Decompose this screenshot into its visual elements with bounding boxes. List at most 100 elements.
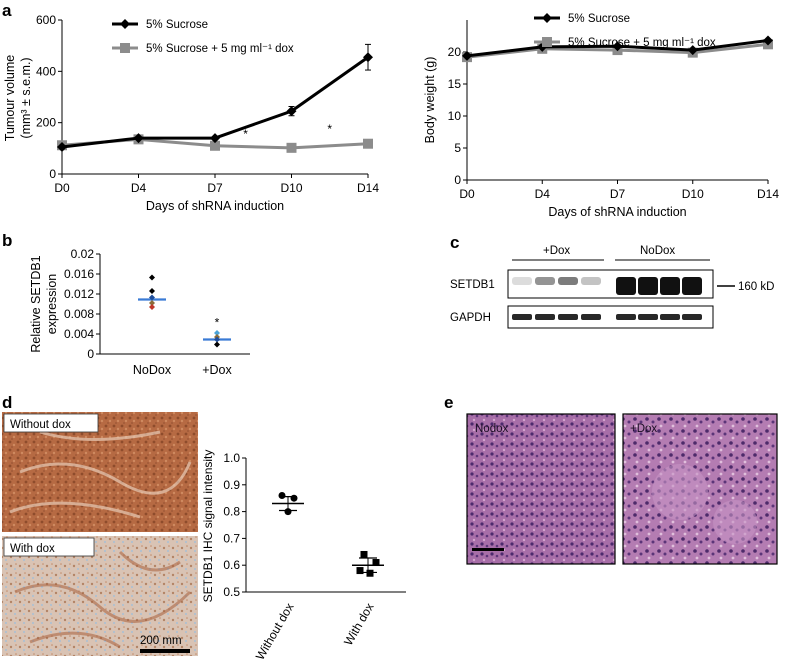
data-point bbox=[278, 492, 286, 500]
y-tick-label: 1.0 bbox=[223, 451, 240, 465]
gapdh-band bbox=[535, 314, 555, 320]
data-point bbox=[763, 35, 773, 46]
x-tick-label: D0 bbox=[54, 181, 70, 195]
setdb1-band bbox=[535, 277, 555, 285]
y-tick-label: 0.9 bbox=[223, 478, 240, 492]
y-tick-label: 600 bbox=[36, 13, 56, 27]
x-tick-label: D7 bbox=[207, 181, 223, 195]
data-point bbox=[210, 140, 220, 151]
significance-star: * bbox=[243, 127, 248, 141]
y-axis-title: SETDB1 IHC signal intensity bbox=[201, 450, 215, 603]
x-tick-label: D10 bbox=[682, 187, 704, 201]
data-point bbox=[366, 569, 374, 577]
data-point bbox=[149, 304, 155, 310]
setdb1-band bbox=[512, 277, 532, 285]
data-point bbox=[286, 106, 297, 117]
x-tick-label: D14 bbox=[757, 187, 779, 201]
panel-d-right-chart: 0.5 0.6 0.7 0.8 0.9 1.0 Without dox With dox SET… bbox=[201, 450, 406, 659]
gapdh-band bbox=[682, 314, 702, 320]
data-point bbox=[214, 341, 220, 348]
panel-letter-d: d bbox=[2, 393, 12, 412]
he-nodox-image bbox=[466, 413, 616, 565]
setdb1-band bbox=[581, 277, 601, 285]
data-point bbox=[214, 330, 220, 336]
data-point bbox=[462, 50, 472, 61]
dox-group-label: +Dox bbox=[543, 245, 570, 257]
gapdh-blot-box bbox=[507, 305, 714, 329]
gapdh-band bbox=[512, 314, 532, 320]
panel-e-images: e Nodox +Dox bbox=[440, 392, 780, 572]
data-point bbox=[286, 142, 297, 153]
gapdh-band bbox=[558, 314, 578, 320]
data-point bbox=[57, 142, 67, 153]
legend-label: 5% Sucrose + 5 mg ml⁻¹ dox bbox=[146, 43, 294, 55]
setdb1-expression-plot: 0 0.004 0.008 0.012 0.016 0.02 NoDox +Dox * Relat… bbox=[29, 247, 250, 377]
he-dox-nodule-2 bbox=[713, 500, 757, 544]
ihc-intensity-plot: 0.5 0.6 0.7 0.8 0.9 1.0 Without dox With dox SET… bbox=[201, 450, 406, 659]
data-point bbox=[149, 288, 155, 294]
blot-bands bbox=[512, 277, 702, 320]
data-point bbox=[133, 133, 144, 144]
y-tick-label: 0 bbox=[454, 173, 461, 187]
y-tick-label: 0.6 bbox=[223, 558, 240, 572]
with-dox-label: With dox bbox=[10, 543, 55, 555]
y-axis-title: Tumour volume bbox=[3, 55, 17, 141]
x-tick-label: D14 bbox=[357, 181, 379, 195]
y-axis-title: Relative SETDB1 bbox=[29, 255, 43, 352]
x-axis-title: Days of shRNA induction bbox=[548, 205, 686, 219]
data-point bbox=[360, 550, 368, 558]
group-label: +Dox bbox=[202, 363, 232, 377]
scale-bar-label: 200 mm bbox=[140, 635, 182, 647]
panel-a-right-chart: 0 5 10 15 20 D0 D4 D7 D10 D14 Days of shRNA induct… bbox=[423, 13, 779, 219]
legend-marker bbox=[542, 37, 552, 47]
panel-letter-c: c bbox=[450, 233, 459, 252]
data-point bbox=[149, 294, 155, 301]
y-tick-label: 400 bbox=[36, 64, 56, 78]
body-weight-plot: 0 5 10 15 20 D0 D4 D7 D10 D14 Days of shRNA induct… bbox=[423, 13, 779, 219]
gapdh-band bbox=[581, 314, 601, 320]
gapdh-row-label: GAPDH bbox=[450, 312, 491, 324]
x-tick-label: D10 bbox=[280, 181, 302, 195]
y-tick-label: 0.5 bbox=[223, 585, 240, 599]
group-label: Without dox bbox=[253, 601, 297, 659]
y-tick-label: 15 bbox=[448, 77, 462, 91]
panel-letter-a: a bbox=[2, 1, 12, 20]
gapdh-band bbox=[638, 314, 658, 320]
legend-label: 5% Sucrose bbox=[146, 19, 208, 31]
x-tick-label: D4 bbox=[535, 187, 551, 201]
y-tick-label: 0.02 bbox=[71, 247, 95, 261]
setdb1-band bbox=[638, 277, 658, 295]
group-label: With dox bbox=[341, 601, 376, 648]
panel-c-blot: c +Dox NoDox SETDB1 GAPDH 160 kD bbox=[440, 230, 780, 340]
y-tick-label: 0.8 bbox=[223, 505, 240, 519]
setdb1-band bbox=[558, 277, 578, 285]
legend-marker bbox=[120, 19, 130, 29]
ihc-with-dox-strands bbox=[14, 550, 192, 649]
data-point bbox=[612, 41, 623, 52]
y-tick-label: 0.7 bbox=[223, 531, 240, 545]
data-point bbox=[687, 45, 698, 56]
y-tick-label: 0.008 bbox=[64, 307, 94, 321]
x-axis-title: Days of shRNA induction bbox=[146, 199, 284, 213]
panel-a-left-chart: a 0 200 400 600 D0 D4 D7 D10 D14 Days of shRNA in… bbox=[2, 1, 379, 213]
data-point bbox=[149, 274, 155, 281]
x-tick-label: D7 bbox=[610, 187, 626, 201]
without-dox-label-box bbox=[3, 413, 99, 433]
y-axis-title-units: (mm³ ± s.e.m.) bbox=[19, 57, 33, 138]
scale-bar bbox=[140, 649, 190, 653]
significance-star: * bbox=[327, 122, 332, 136]
data-point bbox=[363, 52, 373, 63]
y-tick-label: 0.012 bbox=[64, 287, 94, 301]
y-tick-label: 0.004 bbox=[64, 327, 94, 341]
y-tick-label: 5 bbox=[454, 141, 461, 155]
significance-star: * bbox=[215, 316, 220, 330]
data-point bbox=[214, 336, 220, 343]
gapdh-band bbox=[660, 314, 680, 320]
legend-label: 5% Sucrose + 5 mg ml⁻¹ dox bbox=[568, 37, 716, 49]
group-label: NoDox bbox=[133, 363, 172, 377]
setdb1-band bbox=[616, 277, 636, 295]
legend-label: 5% Sucrose bbox=[568, 13, 630, 25]
data-point bbox=[356, 567, 364, 575]
x-tick-label: D4 bbox=[131, 181, 147, 195]
size-marker-label: 160 kD bbox=[738, 281, 774, 293]
